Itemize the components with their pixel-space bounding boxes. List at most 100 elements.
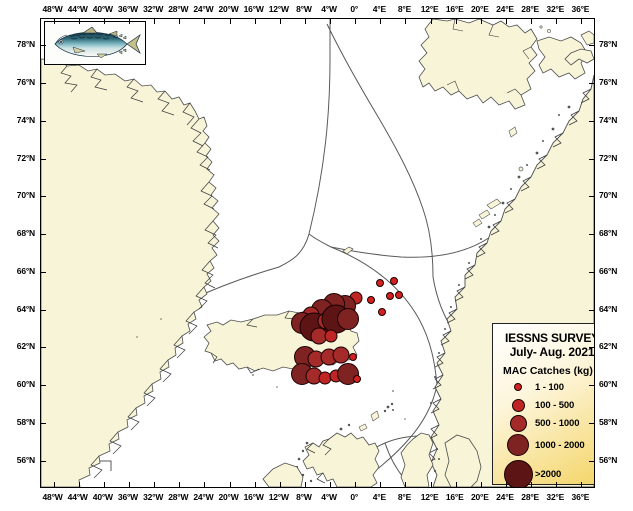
- axis-tick: [254, 19, 256, 24]
- axis-tick: [330, 482, 332, 487]
- lon-tick-label: 8°E: [397, 4, 412, 14]
- catch-bubble: [375, 279, 384, 288]
- lon-tick-label: 36°E: [571, 492, 590, 502]
- axis-tick: [41, 234, 46, 236]
- legend-symbol: [501, 460, 535, 487]
- legend-label: 500 - 1000: [535, 417, 580, 429]
- axis-tick: [41, 45, 46, 47]
- lon-tick-label: 12°E: [420, 492, 439, 502]
- axis-tick: [589, 271, 594, 273]
- lon-tick-label: 24°W: [193, 4, 214, 14]
- denmark-landmass: [400, 432, 440, 487]
- kola-peninsula: [564, 48, 594, 66]
- legend-item: >2000: [501, 458, 594, 487]
- lon-tick-label: 40°W: [92, 4, 113, 14]
- lon-tick-label: 8°E: [397, 492, 412, 502]
- british-isles-landmass: [262, 410, 380, 487]
- legend-dot-icon: [514, 383, 522, 391]
- axis-tick: [41, 83, 46, 85]
- bear-island: [518, 166, 524, 172]
- lon-tick-label: 28°W: [168, 4, 189, 14]
- lon-tick-label: 36°E: [571, 4, 590, 14]
- lat-tick-label: 56°N: [16, 454, 35, 465]
- axis-tick: [589, 120, 594, 122]
- lon-tick-label: 4°W: [321, 4, 337, 14]
- lon-tick-label: 16°W: [243, 4, 264, 14]
- axis-tick: [589, 83, 594, 85]
- mackerel-illustration-inset: [44, 21, 146, 65]
- lat-tick-label: 58°N: [16, 416, 35, 427]
- axis-tick: [204, 482, 206, 487]
- axis-tick: [41, 196, 46, 198]
- axis-tick: [589, 234, 594, 236]
- lon-tick-label: 8°W: [296, 492, 312, 502]
- lat-tick-label: 72°N: [16, 152, 35, 163]
- axis-tick: [128, 482, 130, 487]
- lat-tick-label: 60°N: [16, 379, 35, 390]
- lon-tick-label: 4°E: [372, 492, 386, 502]
- legend-title-line1: IESSNS SURVEY: [505, 331, 595, 345]
- catch-bubble: [324, 329, 338, 343]
- legend-class-list: 1 - 100 100 - 500 500 - 1000 1000 - 2000 >20…: [501, 378, 594, 487]
- legend-dot-icon: [503, 460, 533, 487]
- axis-tick: [78, 482, 80, 487]
- southern-sweden-landmass: [444, 434, 482, 487]
- lat-tick-label: 60°N: [599, 379, 618, 390]
- lon-tick-label: 32°W: [143, 4, 164, 14]
- lon-tick-label: 36°W: [117, 4, 139, 14]
- lon-tick-label: 44°W: [67, 4, 88, 14]
- lon-tick-label: 0°: [350, 4, 359, 14]
- legend-symbol: [501, 398, 535, 412]
- lon-tick-label: 4°E: [372, 4, 386, 14]
- lat-tick-label: 68°N: [16, 228, 35, 239]
- axis-tick: [41, 347, 46, 349]
- axis-tick: [41, 385, 46, 387]
- axis-tick: [304, 482, 306, 487]
- lon-tick-label: 24°E: [496, 4, 514, 14]
- axis-tick: [531, 482, 533, 487]
- catch-bubble: [395, 290, 404, 299]
- axis-tick: [41, 422, 46, 424]
- axis-tick: [154, 482, 156, 487]
- axis-tick: [41, 309, 46, 311]
- lon-tick-label: 48°W: [42, 492, 63, 502]
- lon-tick-label: 48°W: [42, 4, 63, 14]
- minor-islets: [136, 318, 406, 420]
- lat-tick-label: 70°N: [16, 190, 35, 201]
- lat-tick-label: 66°N: [599, 265, 618, 276]
- axis-tick: [380, 482, 382, 487]
- legend-label: >2000: [535, 469, 562, 480]
- lon-tick-label: 16°W: [243, 492, 264, 502]
- legend-item: 1000 - 2000: [501, 432, 594, 458]
- axis-tick: [589, 158, 594, 160]
- axis-tick: [355, 19, 357, 24]
- axis-tick: [589, 460, 594, 462]
- axis-tick: [589, 45, 594, 47]
- lon-tick-label: 28°E: [521, 492, 540, 502]
- axis-tick: [355, 482, 357, 487]
- legend-symbol: [501, 383, 535, 391]
- legend-item: 500 - 1000: [501, 414, 594, 432]
- lon-tick-label: 16°E: [445, 492, 464, 502]
- axis-tick: [154, 19, 156, 24]
- axis-tick: [304, 19, 306, 24]
- axis-tick: [589, 385, 594, 387]
- legend-dot-icon: [511, 398, 525, 412]
- legend-label: 1000 - 2000: [535, 439, 585, 451]
- lon-tick-label: 0°: [350, 492, 359, 502]
- axis-tick: [254, 482, 256, 487]
- lat-tick-label: 72°N: [599, 152, 618, 163]
- lat-tick-label: 76°N: [16, 77, 35, 88]
- axis-tick: [581, 482, 583, 487]
- legend-dot-icon: [509, 414, 527, 432]
- lon-tick-label: 20°E: [471, 4, 489, 14]
- axis-tick: [279, 482, 281, 487]
- legend-subtitle: MAC Catches (kg): [503, 365, 593, 377]
- lon-tick-label: 16°E: [445, 4, 464, 14]
- axis-tick: [279, 19, 281, 24]
- legend-item: 1 - 100: [501, 378, 594, 396]
- lon-tick-label: 44°W: [67, 492, 88, 502]
- svalbard-archipelago: [418, 19, 594, 138]
- axis-tick: [229, 19, 231, 24]
